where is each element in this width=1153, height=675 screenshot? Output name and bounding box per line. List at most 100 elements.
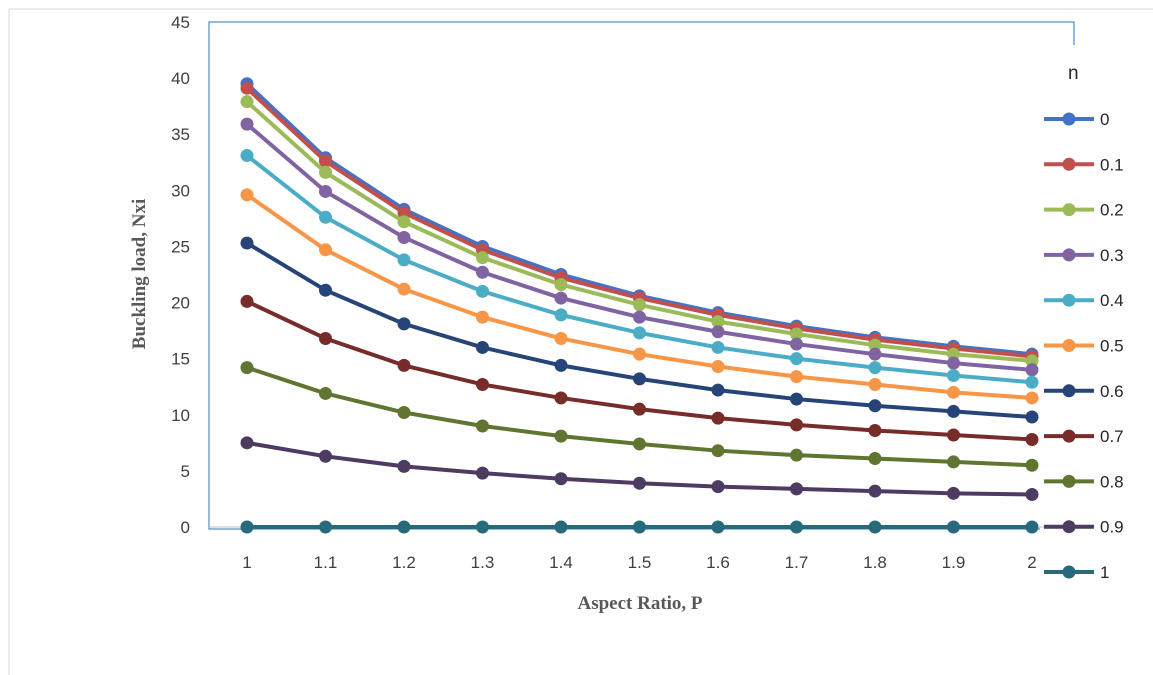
data-point <box>1025 487 1039 501</box>
x-axis-title: Aspect Ratio, P <box>577 593 702 614</box>
data-point <box>397 215 411 229</box>
data-point <box>947 369 960 382</box>
data-point <box>240 95 254 109</box>
data-point <box>554 278 568 292</box>
data-point <box>711 315 725 329</box>
legend-label: 0.5 <box>1100 337 1124 356</box>
legend-swatch-marker <box>1062 384 1076 398</box>
data-point <box>1025 432 1039 446</box>
legend-label: 0.9 <box>1100 518 1124 537</box>
legend-entry: 0.2 <box>1044 201 1124 220</box>
plot-area-frame <box>208 21 1075 530</box>
data-point <box>319 154 332 168</box>
series-0-6 <box>240 236 1039 424</box>
data-point <box>1025 410 1039 424</box>
data-point <box>711 340 725 354</box>
data-point <box>554 358 568 372</box>
x-tick-label: 1.7 <box>785 553 809 572</box>
series-0-5 <box>240 188 1039 405</box>
data-point <box>633 476 646 490</box>
legend-entry: 0.1 <box>1044 155 1124 174</box>
legend-entry: 1 <box>1044 563 1109 582</box>
data-point <box>397 520 411 534</box>
data-point <box>476 377 489 391</box>
x-tick-labels: 1 1.1 1.2 1.3 1.4 1.5 1.6 1.7 1.8 1.9 2 <box>242 553 1036 572</box>
x-tick-label: 1.2 <box>392 553 416 572</box>
data-point <box>397 317 411 331</box>
legend-swatch-marker <box>1062 112 1076 126</box>
x-tick-label: 1.6 <box>706 553 730 572</box>
data-point <box>790 482 803 496</box>
data-point <box>476 284 489 298</box>
data-point <box>319 165 332 179</box>
data-point <box>868 484 882 498</box>
data-point <box>240 520 254 534</box>
data-point <box>947 356 960 370</box>
data-point <box>633 520 646 534</box>
data-point <box>947 347 960 361</box>
data-point <box>947 520 960 534</box>
series-0-7 <box>240 294 1039 446</box>
data-point <box>476 310 489 324</box>
legend-label: 0.6 <box>1100 382 1124 401</box>
data-point <box>711 360 725 374</box>
series-0-8 <box>240 361 1039 472</box>
data-point <box>1025 458 1039 472</box>
data-point <box>554 472 568 486</box>
data-point <box>711 383 725 397</box>
data-point <box>868 520 882 534</box>
legend-swatch-marker <box>1062 520 1076 534</box>
data-point <box>397 459 411 473</box>
x-tick-label: 1.1 <box>314 553 338 572</box>
x-tick-label: 1.5 <box>628 553 652 572</box>
data-point <box>790 392 803 406</box>
series-lines <box>240 77 1039 534</box>
legend-swatch-marker <box>1062 203 1076 217</box>
series-0-2 <box>240 95 1039 368</box>
y-tick-label: 5 <box>181 462 190 481</box>
data-point <box>240 188 254 202</box>
legend-entry: 0 <box>1044 110 1109 129</box>
data-point <box>790 337 803 351</box>
data-point <box>1025 354 1039 368</box>
x-tick-label: 1.3 <box>471 553 495 572</box>
data-point <box>476 265 489 279</box>
data-point <box>790 418 803 432</box>
legend-label: 0.8 <box>1100 472 1124 491</box>
legend-entry: 0.5 <box>1044 337 1124 356</box>
data-point <box>476 466 489 480</box>
data-point <box>476 340 489 354</box>
data-point <box>554 308 568 322</box>
legend-entry: 0.9 <box>1044 518 1124 537</box>
legend-swatch-marker <box>1062 429 1076 443</box>
series-0-9 <box>240 436 1039 501</box>
data-point <box>397 282 411 296</box>
data-point <box>240 117 254 131</box>
data-point <box>319 283 332 297</box>
data-point <box>790 448 803 462</box>
data-point <box>790 352 803 366</box>
series-0-4 <box>240 149 1039 389</box>
data-point <box>319 520 332 534</box>
data-point <box>947 455 960 469</box>
data-point <box>633 326 646 340</box>
data-point <box>397 358 411 372</box>
x-tick-label: 1.4 <box>549 553 573 572</box>
data-point <box>947 486 960 500</box>
series-1 <box>240 520 1039 534</box>
data-point <box>1025 391 1039 405</box>
x-tick-label: 1.8 <box>863 553 887 572</box>
data-point <box>397 406 411 420</box>
data-point <box>868 338 882 352</box>
legend-entry: 0.4 <box>1044 291 1124 310</box>
legend-swatch-marker <box>1062 293 1076 307</box>
data-point <box>790 327 803 341</box>
data-point <box>633 298 646 312</box>
data-point <box>868 347 882 361</box>
data-point <box>319 243 332 257</box>
data-point <box>240 361 254 375</box>
y-tick-label: 35 <box>171 125 190 144</box>
legend-swatch-marker <box>1062 339 1076 352</box>
data-point <box>319 386 332 400</box>
